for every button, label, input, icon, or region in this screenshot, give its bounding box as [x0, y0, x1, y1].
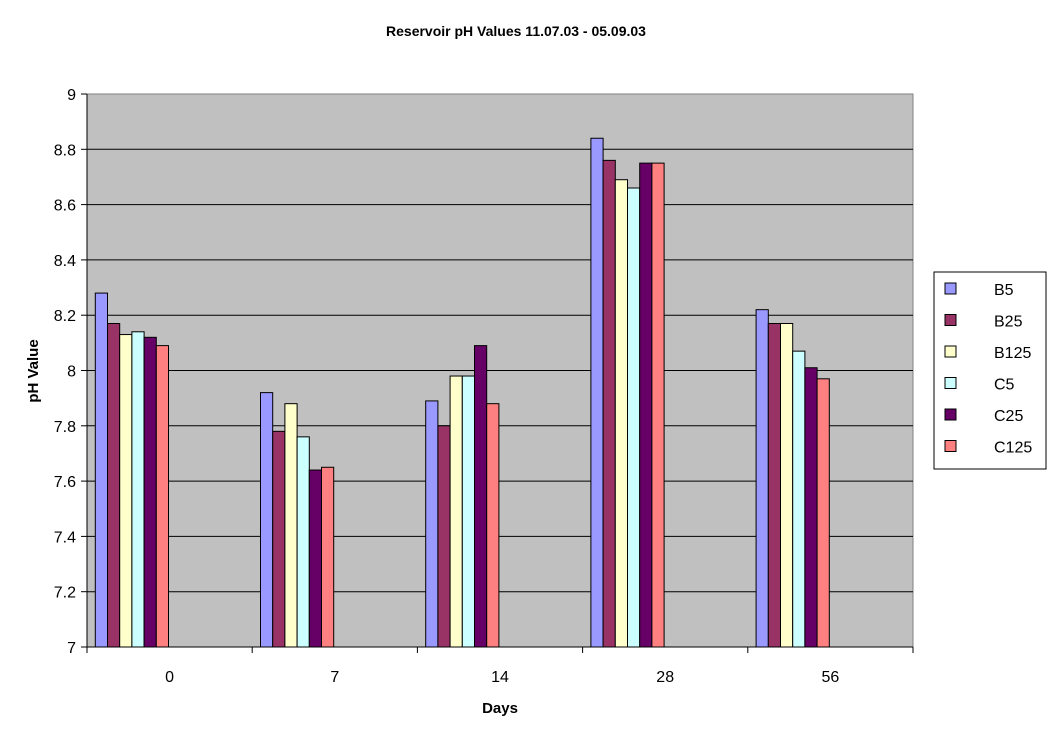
- bar-b5-day-7: [260, 392, 274, 648]
- legend-label-b5: B5: [994, 282, 1014, 299]
- y-axis-title: pH Value: [25, 339, 42, 402]
- x-tick-label: 0: [165, 669, 174, 686]
- y-tick-label: 8.6: [54, 198, 76, 215]
- bar-b125-day-56: [780, 322, 794, 648]
- y-tick-label: 9: [67, 87, 76, 104]
- x-tick-label: 7: [330, 669, 339, 686]
- bar-b25-day-7: [272, 430, 286, 648]
- legend-swatch-c25: [944, 408, 957, 421]
- y-tick-label: 8.8: [54, 142, 76, 159]
- bar-c125-day-0: [155, 345, 170, 648]
- legend-label-c5: C5: [994, 377, 1015, 394]
- legend-label-c25: C25: [994, 408, 1023, 425]
- bars: [94, 137, 830, 648]
- y-tick-label: 7.6: [54, 474, 76, 491]
- bar-c25-day-0: [143, 336, 157, 648]
- legend-swatch-c5: [944, 377, 957, 389]
- x-axis-ticks: 0 7 14 28 56: [86, 647, 914, 686]
- bar-c25-day-56: [804, 367, 818, 648]
- bar-b25-day-56: [767, 322, 781, 648]
- y-axis-ticks: 7 7.2 7.4 7.6 7.8 8 8.2 8.4 8.6 8.8 9: [54, 87, 87, 657]
- legend-swatch-b125: [944, 345, 957, 358]
- bar-c25-day-28: [639, 162, 653, 648]
- y-tick-label: 8.4: [54, 253, 76, 270]
- y-tick-label: 7.4: [54, 529, 76, 546]
- bar-c25-day-7: [308, 469, 322, 648]
- bar-b125-day-0: [119, 334, 133, 648]
- bar-c125-day-28: [651, 162, 665, 648]
- bar-c125-day-14: [486, 403, 500, 648]
- x-tick-label: 56: [822, 669, 840, 686]
- bar-b25-day-0: [107, 322, 121, 648]
- y-tick-label: 8: [67, 364, 76, 381]
- bar-b125-day-14: [449, 375, 463, 648]
- legend-box: [933, 271, 1047, 470]
- bar-c5-day-7: [296, 436, 310, 648]
- bar-c5-day-28: [627, 187, 641, 648]
- y-tick-label: 8.2: [54, 308, 76, 325]
- chart-title: Reservoir pH Values 11.07.03 - 05.09.03: [386, 23, 646, 39]
- bar-c25-day-14: [474, 345, 488, 648]
- bar-b5-day-28: [590, 137, 604, 648]
- legend-swatch-b25: [944, 314, 957, 326]
- bar-b125-day-28: [614, 179, 628, 648]
- legend: B5 B25 B125 C5 C25 C125: [933, 271, 1047, 470]
- bar-c5-day-14: [461, 375, 475, 648]
- x-axis-title: Days: [482, 700, 518, 717]
- y-tick-label: 7: [67, 640, 76, 657]
- x-tick-label: 14: [491, 669, 509, 686]
- y-tick-label: 7.8: [54, 419, 76, 436]
- bar-c125-day-7: [321, 466, 335, 648]
- legend-swatch-c125: [944, 440, 957, 452]
- bar-b25-day-14: [437, 425, 451, 648]
- bar-c125-day-56: [816, 378, 830, 648]
- bar-b5-day-56: [755, 309, 769, 648]
- legend-swatch-b5: [944, 282, 957, 295]
- y-tick-label: 7.2: [54, 585, 76, 602]
- legend-label-c125: C125: [994, 440, 1032, 457]
- bar-c5-day-0: [131, 331, 145, 648]
- bar-b25-day-28: [602, 159, 616, 648]
- x-tick-label: 28: [656, 669, 674, 686]
- legend-label-b125: B125: [994, 345, 1031, 362]
- bar-b5-day-0: [94, 292, 109, 648]
- bar-c5-day-56: [792, 350, 806, 648]
- legend-label-b25: B25: [994, 314, 1023, 331]
- bar-b125-day-7: [284, 403, 298, 648]
- bar-b5-day-14: [425, 400, 439, 648]
